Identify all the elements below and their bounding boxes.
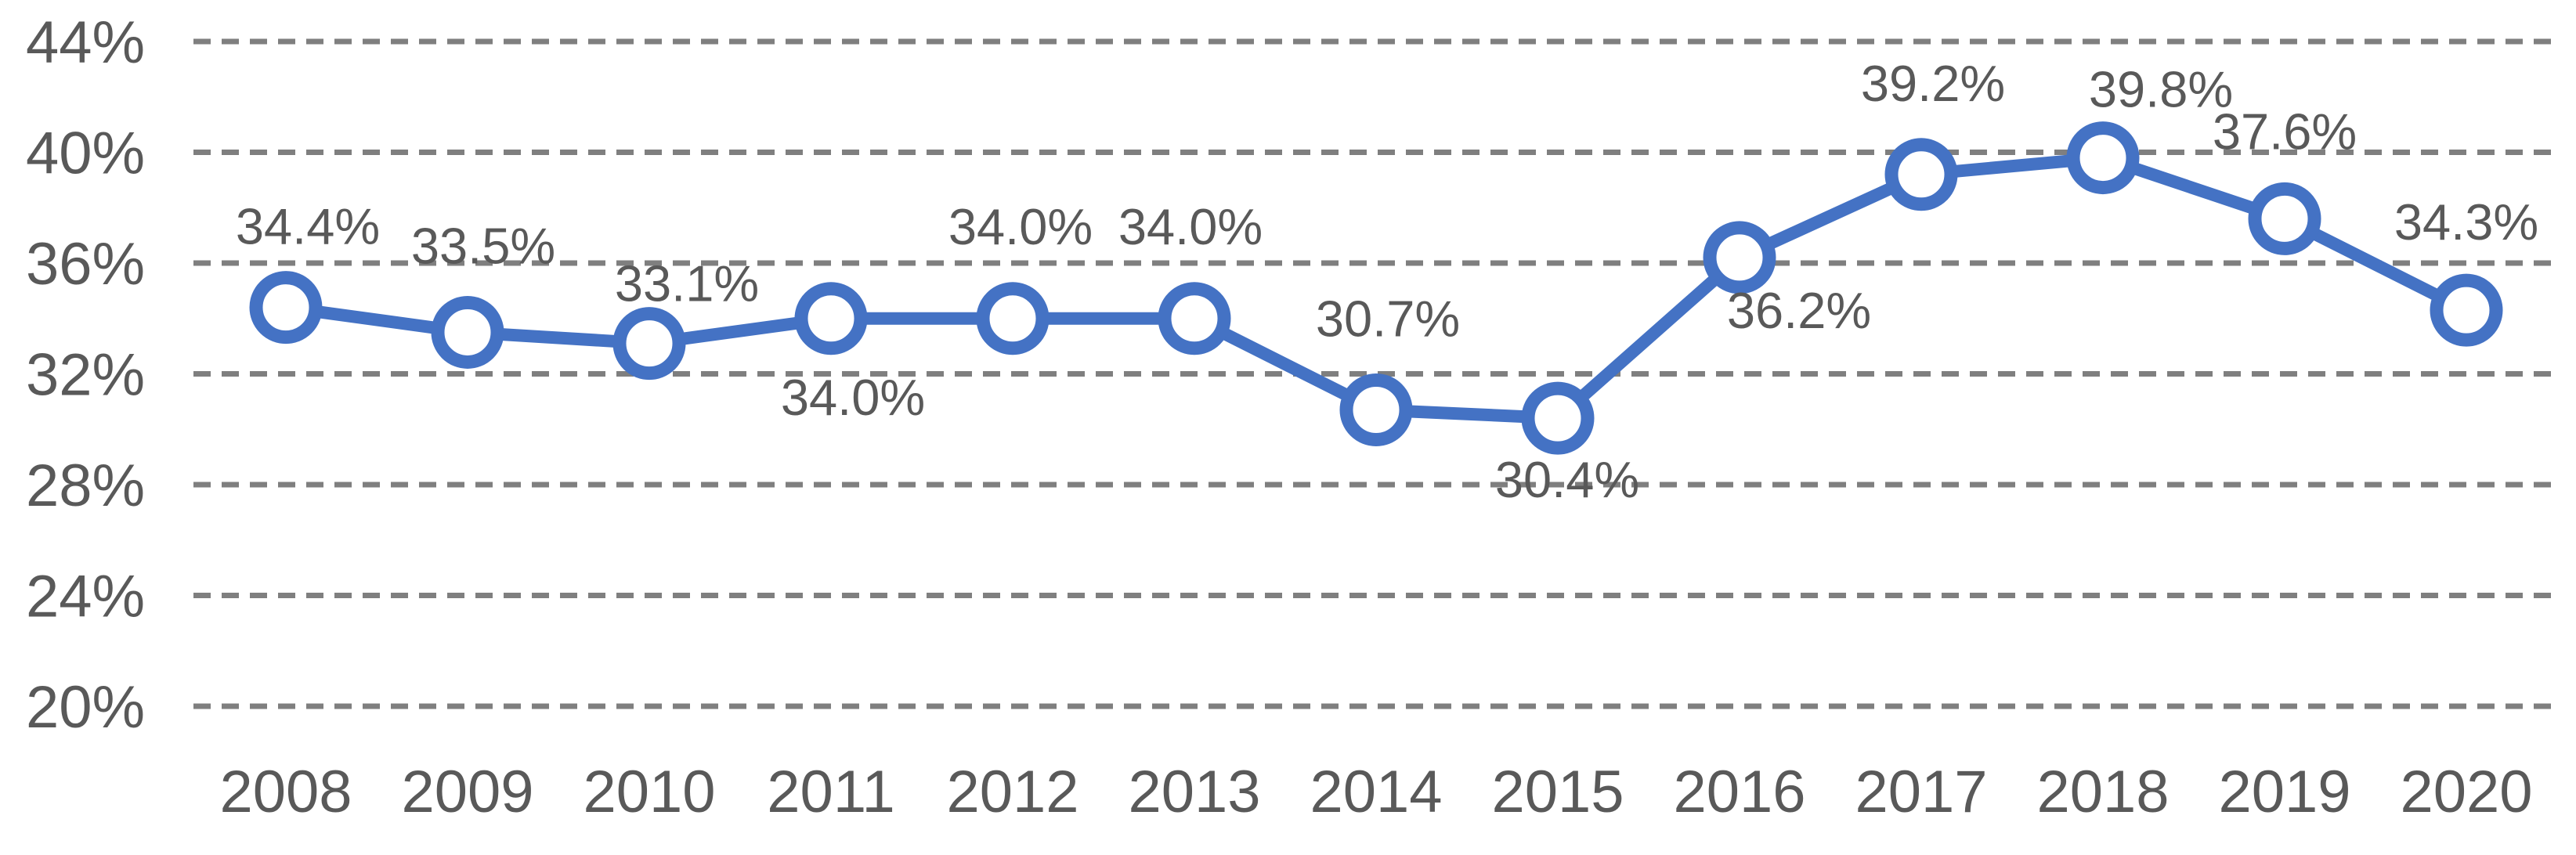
data-point-label: 34.4% xyxy=(236,198,380,255)
x-axis-tick-label: 2019 xyxy=(2218,759,2350,825)
x-axis-tick-label: 2014 xyxy=(1310,759,1442,825)
data-point-label: 34.3% xyxy=(2394,193,2538,251)
data-point-marker xyxy=(612,307,686,381)
y-axis-tick-label: 20% xyxy=(26,674,145,741)
data-point-label: 34.0% xyxy=(781,369,925,426)
data-point-label: 34.0% xyxy=(1118,198,1263,255)
y-axis-tick-label: 32% xyxy=(26,342,145,409)
y-axis-tick-label: 36% xyxy=(26,231,145,298)
x-axis-tick-label: 2020 xyxy=(2400,759,2532,825)
data-point-marker xyxy=(2430,273,2503,347)
y-axis-tick-label: 24% xyxy=(26,564,145,630)
x-axis-tick-label: 2008 xyxy=(219,759,352,825)
data-point-marker xyxy=(2248,182,2321,255)
data-point-label: 33.1% xyxy=(615,255,759,312)
x-axis-tick-label: 2012 xyxy=(946,759,1078,825)
data-point-label: 36.2% xyxy=(1727,282,1871,339)
data-point-marker xyxy=(249,271,323,345)
data-point-marker xyxy=(1884,138,1958,211)
y-axis-tick-label: 28% xyxy=(26,453,145,519)
data-point-label: 34.0% xyxy=(948,198,1093,255)
x-axis-tick-label: 2009 xyxy=(401,759,533,825)
data-point-label: 39.8% xyxy=(2089,61,2233,118)
y-axis-tick-label: 44% xyxy=(26,9,145,76)
x-axis-tick-label: 2013 xyxy=(1128,759,1260,825)
data-point-label: 37.6% xyxy=(2213,103,2357,160)
data-point-label: 30.4% xyxy=(1495,451,1639,508)
data-point-marker xyxy=(1158,282,1231,355)
x-axis-tick-label: 2011 xyxy=(767,759,894,825)
data-point-label: 33.5% xyxy=(411,217,555,274)
x-axis-tick-label: 2015 xyxy=(1491,759,1624,825)
data-point-marker xyxy=(1339,373,1413,446)
data-point-marker xyxy=(1521,381,1595,455)
data-point-label: 39.2% xyxy=(1861,55,2005,112)
x-axis-tick-label: 2017 xyxy=(1855,759,1987,825)
data-point-marker xyxy=(1703,221,1776,294)
data-point-label: 30.7% xyxy=(1316,290,1460,347)
data-point-marker xyxy=(794,282,868,355)
data-point-marker xyxy=(2066,121,2140,195)
data-point-marker xyxy=(976,282,1050,355)
y-axis-tick-label: 40% xyxy=(26,121,145,187)
data-point-marker xyxy=(431,295,504,369)
x-axis-tick-label: 2010 xyxy=(583,759,715,825)
x-axis-tick-label: 2018 xyxy=(2036,759,2169,825)
x-axis-tick-label: 2016 xyxy=(1673,759,1805,825)
